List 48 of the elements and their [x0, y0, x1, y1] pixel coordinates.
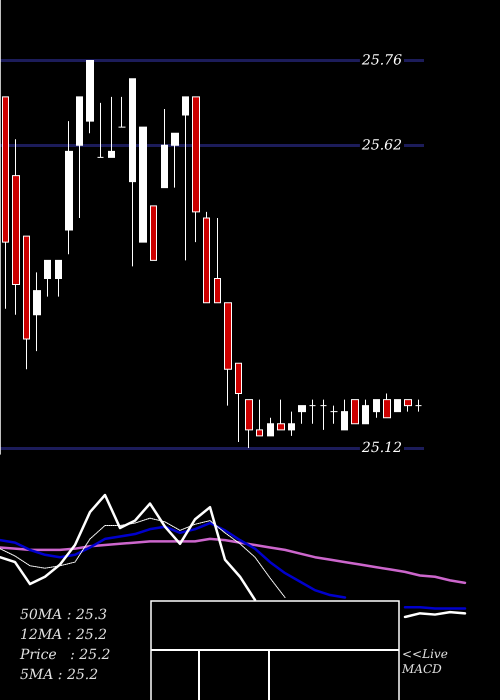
candlestick: [235, 362, 242, 442]
y-tick-label: 25.12: [360, 440, 402, 456]
candlestick: [351, 399, 359, 424]
candlestick: [44, 260, 51, 298]
candlestick: [330, 405, 338, 424]
candlestick: [97, 102, 104, 158]
candlestick: [373, 399, 380, 418]
candlestick: [118, 96, 126, 128]
candlestick: [182, 96, 189, 261]
candlestick: [192, 96, 200, 243]
candlestick: [224, 302, 232, 406]
candlestick: [288, 411, 295, 436]
candlestick: [76, 96, 83, 218]
candlestick: [362, 399, 369, 424]
candlestick: [33, 272, 41, 352]
candlestick: [298, 405, 306, 424]
candlestick: [267, 417, 274, 436]
candlestick: [256, 399, 263, 436]
candlestick: [320, 399, 327, 430]
text: <<Live: [402, 647, 448, 661]
text: 12MA : 25.2: [20, 627, 108, 643]
candlestick: [129, 78, 136, 267]
candlestick: [23, 236, 30, 370]
y-tick-label: 25.62: [360, 137, 402, 154]
text: Price : 25.2: [20, 647, 110, 663]
text: MACD: [402, 662, 442, 676]
candlestick: [65, 120, 73, 255]
candlestick: [203, 211, 210, 304]
candlestick: [12, 138, 20, 316]
annotation: 50MA : 25.3: [20, 607, 108, 623]
candlestick: [171, 132, 179, 188]
candlestick: [415, 399, 422, 412]
candlestick: [383, 393, 391, 418]
candlestick: [404, 399, 412, 412]
candlestick: [139, 126, 147, 243]
candlestick: [108, 96, 115, 158]
candlestick: [277, 399, 285, 430]
candlestick: [86, 60, 94, 134]
candlestick: [150, 205, 157, 261]
text: 5MA : 25.2: [20, 667, 98, 683]
candlestick: [161, 108, 168, 188]
candlestick: [341, 399, 348, 430]
candlestick: [214, 217, 221, 304]
candlestick: [394, 399, 401, 412]
candlestick: [55, 260, 62, 298]
candlestick: [309, 399, 316, 424]
y-tick-label: 25.76: [360, 52, 402, 69]
candlestick: [245, 399, 253, 448]
